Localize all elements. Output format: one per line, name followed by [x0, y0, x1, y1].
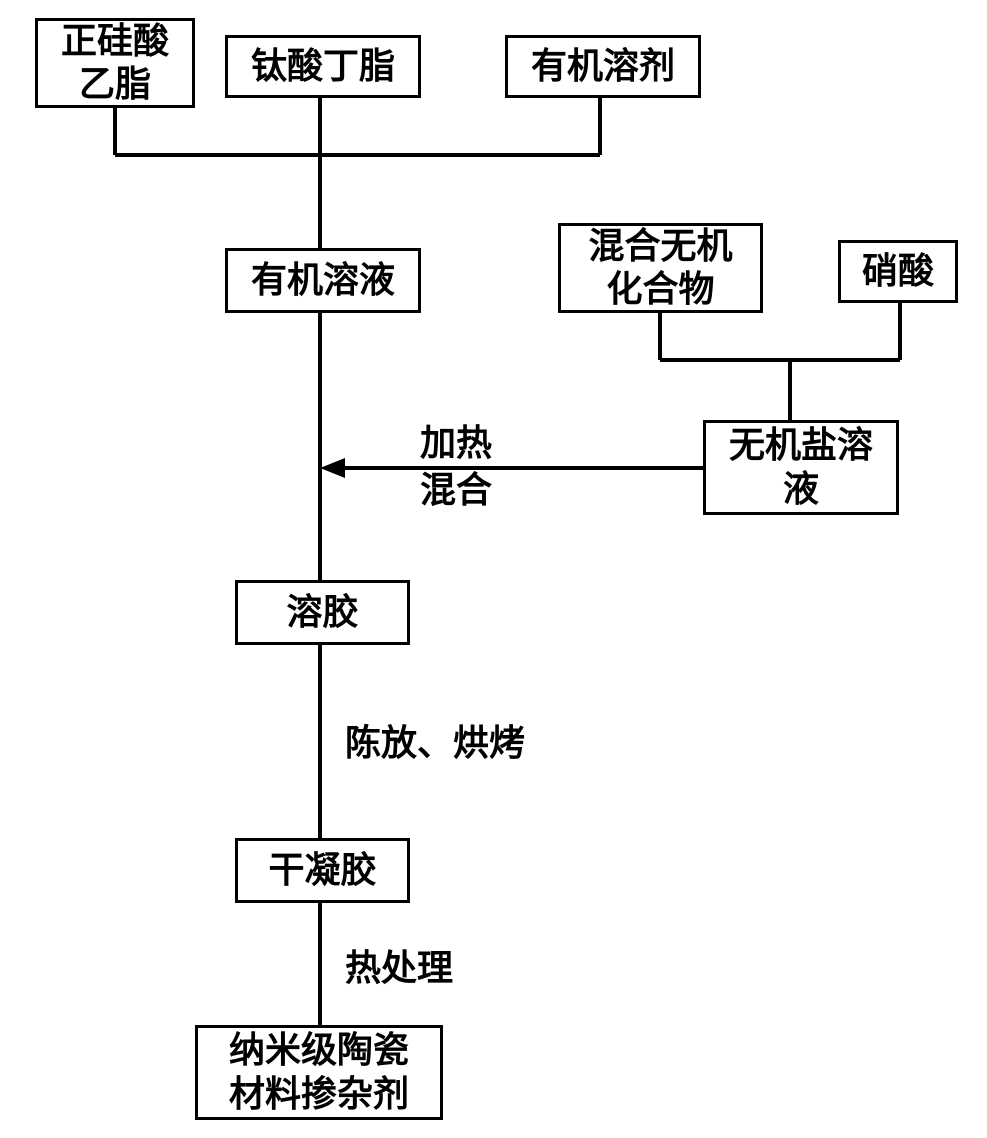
edge-label-age-bake: 陈放、烘烤 — [345, 720, 525, 767]
node-xerogel: 干凝胶 — [235, 838, 410, 903]
connector-lines — [0, 0, 987, 1138]
node-nitric-acid: 硝酸 — [838, 240, 958, 303]
node-teos: 正硅酸 乙脂 — [35, 18, 195, 108]
flowchart-canvas: 正硅酸 乙脂 钛酸丁脂 有机溶剂 有机溶液 混合无机 化合物 硝酸 无机盐溶 液… — [0, 0, 987, 1138]
edge-label-heat-mix: 加热 混合 — [420, 420, 492, 514]
node-butyl-titanate: 钛酸丁脂 — [225, 35, 421, 98]
node-nano-ceramic-dopant: 纳米级陶瓷 材料掺杂剂 — [195, 1025, 443, 1120]
edge-label-heat-treatment: 热处理 — [345, 945, 453, 992]
node-sol: 溶胶 — [235, 580, 410, 645]
node-organic-solution: 有机溶液 — [225, 248, 421, 313]
node-organic-solvent: 有机溶剂 — [505, 35, 701, 98]
node-inorganic-salt-solution: 无机盐溶 液 — [703, 420, 899, 515]
node-mixed-inorganic-compound: 混合无机 化合物 — [558, 223, 763, 313]
